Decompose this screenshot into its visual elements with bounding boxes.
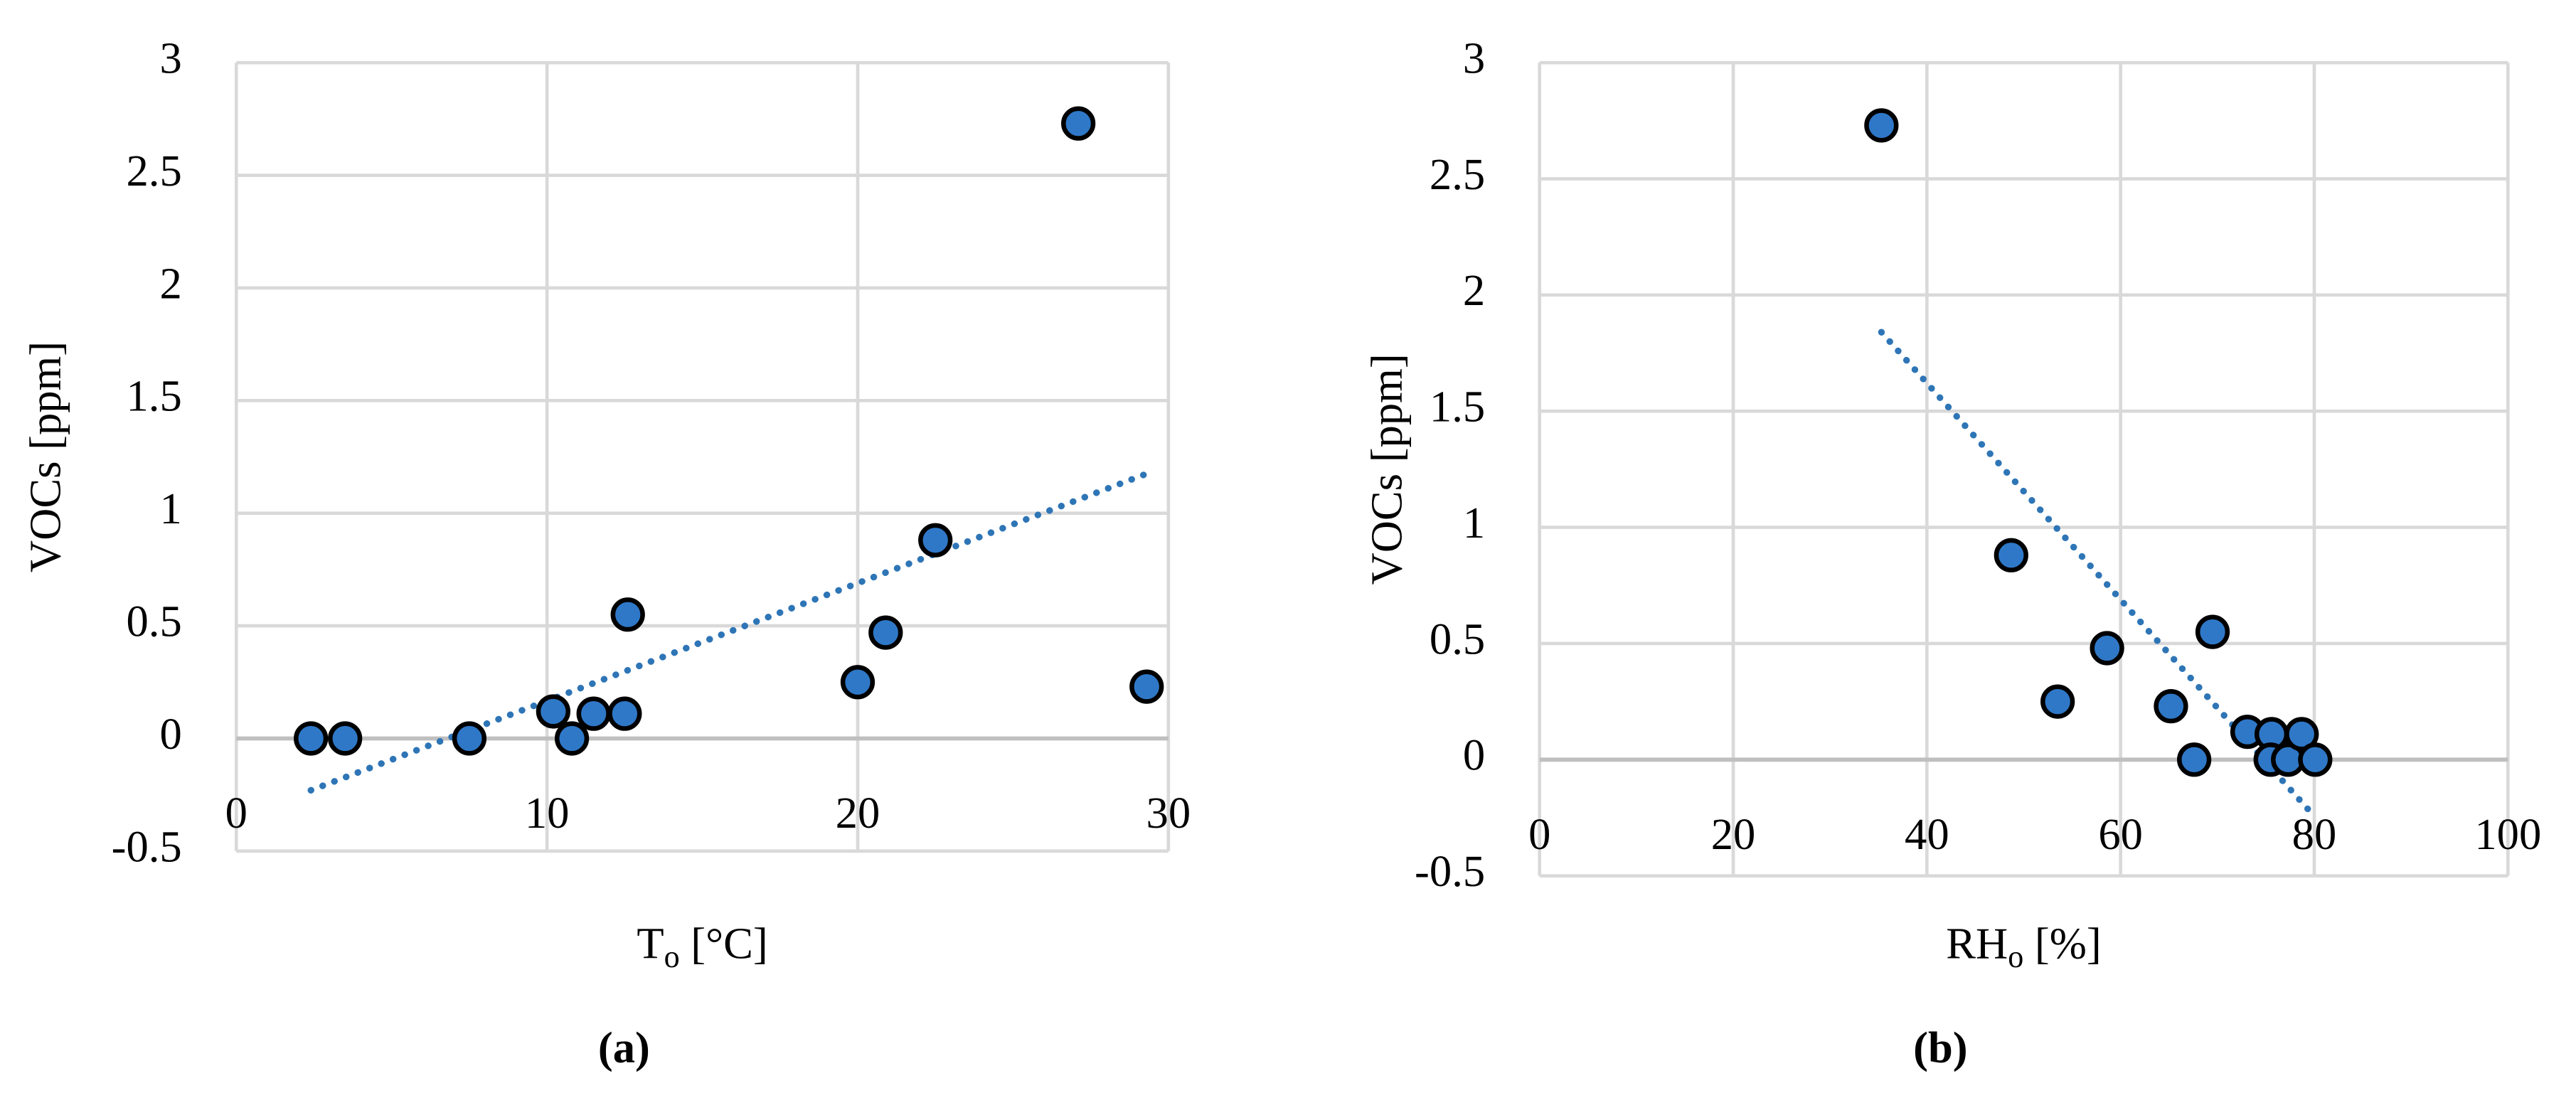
y-tick-label: 3 xyxy=(159,33,181,83)
x-label-rest: [%] xyxy=(2023,919,2102,969)
point xyxy=(2040,684,2075,719)
caption: (b) xyxy=(1913,1023,1968,1072)
x-label-main: RH xyxy=(1946,919,2008,969)
point xyxy=(576,696,611,731)
point xyxy=(840,665,875,700)
x-tick-label: 100 xyxy=(2474,809,2541,859)
point xyxy=(1129,669,1164,704)
point xyxy=(2090,631,2124,666)
point xyxy=(536,694,571,729)
x-tick-label: 0 xyxy=(225,788,248,838)
y-tick-label: 1.5 xyxy=(126,371,181,421)
y-tick-label: -0.5 xyxy=(112,821,182,871)
x-axis-label: RHo [%] xyxy=(1946,919,2102,974)
point xyxy=(328,721,363,756)
point xyxy=(2298,742,2333,777)
point xyxy=(2284,717,2319,752)
y-tick-label: 0.5 xyxy=(126,596,181,646)
y-tick-label: 2 xyxy=(1463,265,1485,315)
x-tick-label: 20 xyxy=(836,788,880,838)
y-tick-label: 0.5 xyxy=(1430,614,1485,663)
y-tick-label: 1.5 xyxy=(1430,382,1485,432)
x-tick-label: 30 xyxy=(1146,788,1191,838)
trendline xyxy=(307,471,1147,794)
y-tick-label: 2 xyxy=(159,258,181,308)
x-tick-label: 60 xyxy=(2098,809,2143,859)
x-label-sub: o xyxy=(664,939,680,974)
point xyxy=(2195,614,2230,649)
x-tick-label: 10 xyxy=(525,788,570,838)
y-tick-label: 2.5 xyxy=(1430,149,1485,199)
y-tick-label: 1 xyxy=(1463,498,1485,548)
point xyxy=(1994,538,2028,572)
point xyxy=(868,615,903,650)
y-tick-label: -0.5 xyxy=(1415,846,1485,896)
x-tick-label: 40 xyxy=(1905,809,1949,859)
x-label-rest: [°C] xyxy=(680,919,768,969)
x-label-sub: o xyxy=(2008,939,2023,974)
x-tick-label: 20 xyxy=(1711,809,1756,859)
x-tick-label: 0 xyxy=(1528,809,1550,859)
y-tick-label: 1 xyxy=(159,484,181,533)
y-tick-label: 0 xyxy=(1463,730,1485,780)
point xyxy=(610,597,645,632)
point xyxy=(2177,742,2212,777)
point xyxy=(2154,689,2188,724)
x-axis-label: To [°C] xyxy=(637,919,767,974)
y-tick-label: 2.5 xyxy=(126,146,181,196)
point xyxy=(1864,108,1899,143)
point xyxy=(918,523,953,558)
y-tick-label: 0 xyxy=(159,709,181,759)
caption: (a) xyxy=(598,1023,650,1072)
point xyxy=(607,696,642,731)
x-tick-label: 80 xyxy=(2292,809,2337,859)
point xyxy=(554,721,590,756)
y-axis-label: VOCs [ppm] xyxy=(21,341,70,572)
y-tick-label: 3 xyxy=(1463,33,1485,83)
point xyxy=(452,721,487,756)
x-label-main: T xyxy=(637,919,664,969)
point xyxy=(294,721,329,756)
point xyxy=(1061,106,1096,141)
chart: -0.5 0 0.5 1 1.5 2 2.5 3 0 20 40 60 80 100 VOCs [ppm] R… xyxy=(1361,33,2541,1073)
y-axis-label: VOCs [ppm] xyxy=(1361,353,1411,585)
